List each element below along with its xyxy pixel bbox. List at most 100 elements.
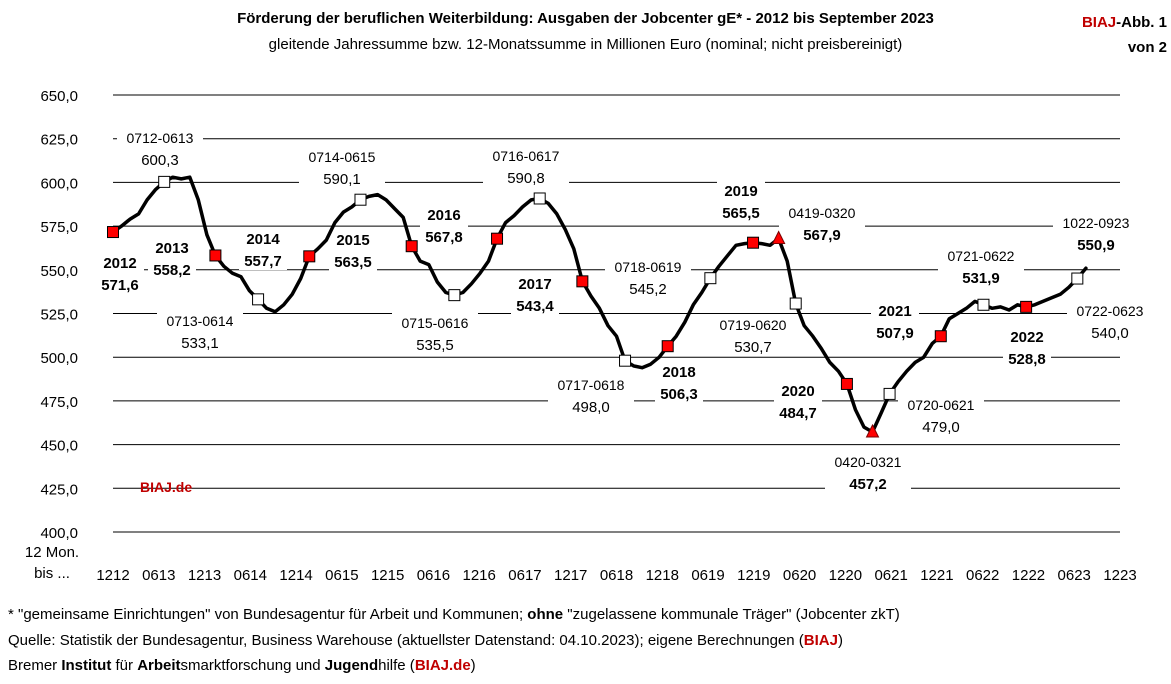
x-tick-label: 0618 [600, 567, 633, 584]
y-tick-label: 450,0 [40, 438, 78, 455]
data-point-marker [209, 249, 222, 262]
y-tick-label: 600,0 [40, 175, 78, 192]
data-label-value: 567,9 [803, 227, 841, 244]
data-label-background [117, 127, 203, 169]
data-label-period: 0420-0321 [835, 454, 902, 470]
data-point-marker [252, 293, 265, 306]
institute-part-2: für [111, 657, 138, 674]
x-tick-label: 0622 [966, 567, 999, 584]
footnote: * "gemeinsame Einrichtungen" von Bundesa… [8, 606, 900, 623]
x-tick-label: 1221 [920, 567, 953, 584]
data-label-background [655, 361, 703, 403]
data-label-value: 590,1 [323, 171, 361, 188]
data-label-period: 0714-0615 [309, 149, 376, 165]
data-label-period: 2018 [662, 364, 695, 381]
data-label-value: 498,0 [572, 399, 610, 416]
x-tick-label: 1219 [737, 567, 770, 584]
figure-badge: BIAJ-Abb. 1 von 2 [1082, 10, 1167, 60]
data-label-period: 0720-0621 [908, 397, 975, 413]
watermark-label: BIAJ.de [140, 479, 192, 495]
chart-title: Förderung der beruflichen Weiterbildung:… [237, 10, 934, 27]
data-label-period: 0717-0618 [558, 377, 625, 393]
data-label-value: 565,5 [722, 205, 760, 222]
y-tick-label: 625,0 [40, 132, 78, 149]
data-label-background [329, 229, 377, 271]
data-point-marker [977, 298, 990, 311]
data-label-value: 590,8 [507, 170, 545, 187]
x-tick-label: 0620 [783, 567, 816, 584]
data-label-value: 530,7 [734, 339, 772, 356]
data-label-background [898, 394, 984, 436]
institute-part-1: Institut [61, 657, 112, 674]
data-label-value: 507,9 [876, 325, 914, 342]
x-tick-label: 1216 [462, 567, 495, 584]
y-tick-label: 525,0 [40, 307, 78, 324]
institute-part-5: Jugend [324, 657, 379, 674]
data-point-marker [747, 236, 760, 249]
data-label-period: 0722-0623 [1077, 303, 1144, 319]
data-label-period: 2015 [336, 232, 369, 249]
institute-part-3: Arbeit [137, 657, 181, 674]
data-label-value: 535,5 [416, 337, 454, 354]
data-label-period: 2014 [246, 231, 280, 248]
y-tick-label: 650,0 [40, 88, 78, 105]
data-label-background [710, 314, 796, 356]
data-label-period: 2016 [427, 207, 460, 224]
data-label-period: 2021 [878, 303, 911, 320]
x-tick-label: 0619 [691, 567, 724, 584]
x-tick-label: 1218 [646, 567, 679, 584]
data-label-value: 457,2 [849, 476, 887, 493]
x-tick-label: 1220 [829, 567, 862, 584]
data-point-marker [533, 192, 546, 205]
y-tick-label: 475,0 [40, 394, 78, 411]
data-label-background [157, 310, 243, 352]
data-point-marker [704, 272, 717, 285]
data-label-period: 0721-0622 [948, 248, 1015, 264]
institute-note: Bremer Institut für Arbeitsmarktforschun… [8, 657, 476, 674]
x-tick-label: 1223 [1103, 567, 1136, 584]
data-point-marker [771, 230, 786, 245]
institute-part-8: ) [470, 657, 476, 674]
data-label-value: 557,7 [244, 253, 282, 270]
data-label-value: 543,4 [516, 298, 554, 315]
data-label-period: 2017 [518, 276, 551, 293]
data-label-background [299, 146, 385, 188]
data-label-period: 0716-0617 [493, 148, 560, 164]
data-label-period: 2012 [103, 255, 136, 272]
data-label-background [239, 228, 287, 270]
x-tick-label: 0615 [325, 567, 358, 584]
data-label-background [148, 237, 196, 279]
data-label-period: 1022-0923 [1063, 215, 1130, 231]
footnote-emphasis: ohne [527, 606, 564, 623]
data-label-value: 540,0 [1091, 325, 1129, 342]
badge-brand: BIAJ [1081, 14, 1117, 31]
data-point-marker [303, 250, 316, 263]
data-label-period: 2013 [155, 240, 188, 257]
data-point-marker [491, 232, 504, 245]
data-point-marker [448, 289, 461, 302]
institute-part-7: BIAJ.de [414, 657, 471, 674]
data-label-background [1003, 326, 1051, 368]
data-label-period: 2022 [1010, 329, 1043, 346]
data-label-value: 567,8 [425, 229, 463, 246]
data-point-marker [107, 226, 119, 239]
x-tick-label: 1217 [554, 567, 587, 584]
data-point-marker [619, 354, 632, 367]
y-tick-label: 500,0 [40, 350, 78, 367]
data-label-period: 0718-0619 [615, 259, 682, 275]
data-label-value: 531,9 [962, 270, 1000, 287]
x-tick-label: 0616 [417, 567, 450, 584]
x-tick-label: 1212 [96, 567, 129, 584]
data-label-background [483, 145, 569, 187]
badge-figure-number: -Abb. 1 [1116, 14, 1167, 31]
data-point-marker [865, 423, 880, 438]
data-label-value: 558,2 [153, 262, 191, 279]
data-label-value: 479,0 [922, 419, 960, 436]
y-axis-title: bis ... [34, 565, 70, 582]
data-point-marker [840, 377, 853, 390]
y-tick-label: 550,0 [40, 263, 78, 280]
x-tick-label: 0614 [234, 567, 267, 584]
data-point-marker [883, 387, 896, 400]
data-point-marker [1020, 300, 1033, 313]
